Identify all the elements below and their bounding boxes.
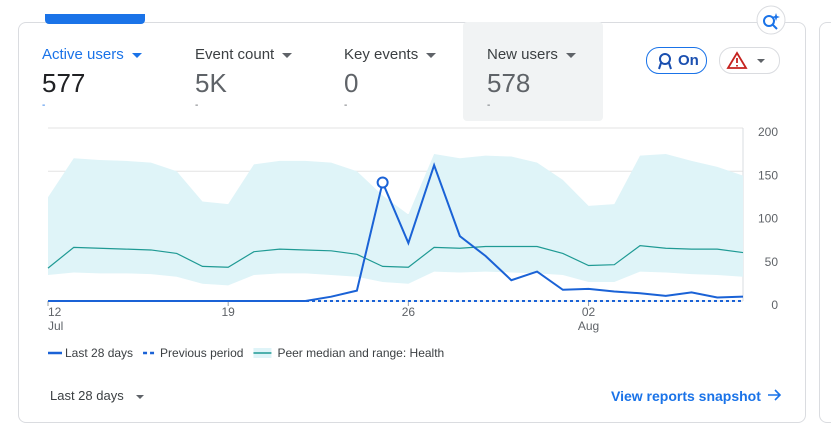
x-tick-label: 02 bbox=[582, 305, 596, 319]
tab[interactable]: New users 578 - bbox=[463, 22, 603, 121]
tab-delta: - bbox=[195, 100, 199, 111]
side-card bbox=[819, 22, 831, 423]
insights-button[interactable] bbox=[756, 5, 786, 35]
highlight-point bbox=[376, 176, 389, 189]
tab-label: Active users bbox=[42, 46, 142, 63]
y-tick-label: 50 bbox=[765, 255, 779, 269]
tab[interactable]: Event count 5K - bbox=[195, 22, 315, 121]
tab-delta: - bbox=[42, 100, 46, 111]
tab-value: 5K bbox=[195, 68, 227, 98]
tab-value: 578 bbox=[487, 68, 531, 98]
tab-value: 577 bbox=[42, 68, 86, 98]
legend-label: Peer median and range: Health bbox=[277, 346, 444, 360]
peer-range bbox=[48, 153, 743, 286]
tab-indicator bbox=[45, 14, 145, 24]
toggle-button[interactable]: On bbox=[646, 47, 707, 74]
y-tick-label: 200 bbox=[758, 125, 778, 139]
tab-label: New users bbox=[487, 46, 576, 63]
tab-value: 0 bbox=[344, 68, 359, 98]
alert-icon bbox=[726, 51, 765, 69]
tab[interactable]: Active users 577 - bbox=[42, 22, 162, 121]
x-tick-month: Jul bbox=[48, 319, 63, 333]
tab-delta: - bbox=[344, 100, 348, 111]
series-line bbox=[47, 245, 744, 269]
x-tick-label: 26 bbox=[402, 305, 416, 319]
date-range-dropdown[interactable]: Last 28 days bbox=[50, 388, 144, 403]
badge-icon bbox=[658, 53, 672, 70]
x-tick-label: 19 bbox=[222, 305, 236, 319]
y-tick-label: 100 bbox=[758, 212, 778, 226]
tab-delta: - bbox=[487, 100, 491, 111]
legend-label: Last 28 days bbox=[65, 346, 133, 360]
series-line bbox=[48, 162, 744, 302]
view-link[interactable]: View reports snapshot bbox=[611, 388, 783, 404]
y-tick-label: 0 bbox=[771, 298, 778, 312]
view-link-label: View reports snapshot bbox=[611, 388, 761, 404]
tab-label: Event count bbox=[195, 46, 292, 63]
date-range-label: Last 28 days bbox=[50, 388, 124, 403]
legend-label: Previous period bbox=[160, 346, 243, 360]
tab-label: Key events bbox=[344, 46, 436, 63]
y-tick-label: 150 bbox=[758, 168, 778, 182]
arrow-icon bbox=[767, 389, 782, 401]
x-tick-month: Aug bbox=[578, 319, 599, 333]
alert-button[interactable] bbox=[719, 47, 780, 74]
toggle-label: On bbox=[678, 52, 699, 69]
x-tick-label: 12 bbox=[48, 305, 62, 319]
tab[interactable]: Key events 0 - bbox=[344, 22, 454, 121]
